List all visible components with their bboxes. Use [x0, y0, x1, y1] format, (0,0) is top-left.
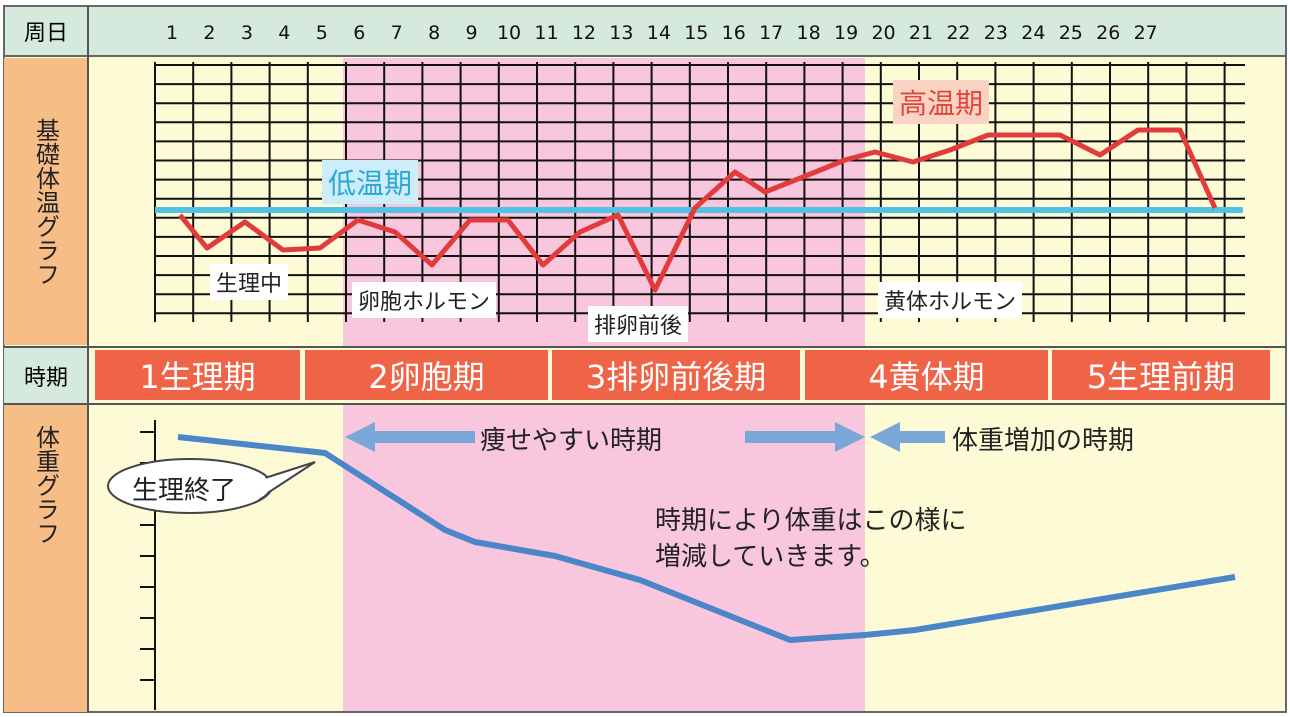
day-label: 17: [759, 22, 784, 44]
annotation: 痩せやすい時期: [480, 426, 663, 456]
annotation: 低温期: [322, 160, 419, 204]
day-label: 1: [165, 22, 179, 44]
phase: 2卵胞期: [305, 350, 548, 400]
annotation: 卵胞ホルモン: [352, 282, 497, 318]
row-label: 時期: [23, 365, 68, 391]
annotation: 高温期: [893, 80, 990, 124]
phase: 4黄体期: [805, 350, 1048, 400]
day-label: 15: [684, 22, 709, 44]
row-label: 体重グラフ: [31, 425, 60, 545]
callout: 生理終了: [132, 476, 237, 506]
day-label: 11: [534, 22, 559, 44]
day-label: 20: [871, 22, 896, 44]
day-label: 7: [390, 22, 403, 44]
day-label: 16: [721, 22, 746, 44]
day-label: 26: [1096, 22, 1121, 44]
row-label: 基礎体温グラフ: [31, 117, 60, 286]
annotation: 生理中: [210, 264, 289, 300]
day-label: 24: [1021, 22, 1046, 44]
day-label: 2: [203, 22, 216, 44]
day-label: 12: [571, 22, 597, 44]
phase: 3排卵前後期: [552, 350, 800, 400]
day-label: 3: [240, 22, 253, 44]
day-label: 22: [946, 22, 971, 44]
day-label: 5: [315, 22, 328, 44]
day-label: 10: [496, 22, 522, 44]
day-label: 23: [983, 22, 1008, 44]
annotation: 黄体ホルモン: [878, 282, 1023, 318]
day-label: 14: [646, 22, 671, 44]
day-label: 18: [796, 22, 821, 44]
day-label: 4: [278, 22, 291, 44]
day-label: 19: [834, 22, 859, 44]
note: 増減していきます。: [655, 542, 886, 572]
day-label: 9: [465, 22, 478, 44]
day-label: 21: [908, 22, 934, 44]
day-label: 25: [1058, 22, 1083, 44]
phase: 1生理期: [95, 350, 300, 400]
day-label: 8: [428, 22, 441, 44]
day-label: 13: [609, 22, 634, 44]
note: 時期により体重はこの様に: [655, 506, 967, 536]
annotation: 排卵前後: [588, 306, 689, 342]
day-label: 6: [353, 22, 366, 44]
header-label: 周日: [23, 21, 68, 46]
phase: 5生理前期: [1052, 350, 1270, 400]
annotation: 体重増加の時期: [952, 426, 1135, 456]
day-label: 27: [1133, 22, 1158, 44]
